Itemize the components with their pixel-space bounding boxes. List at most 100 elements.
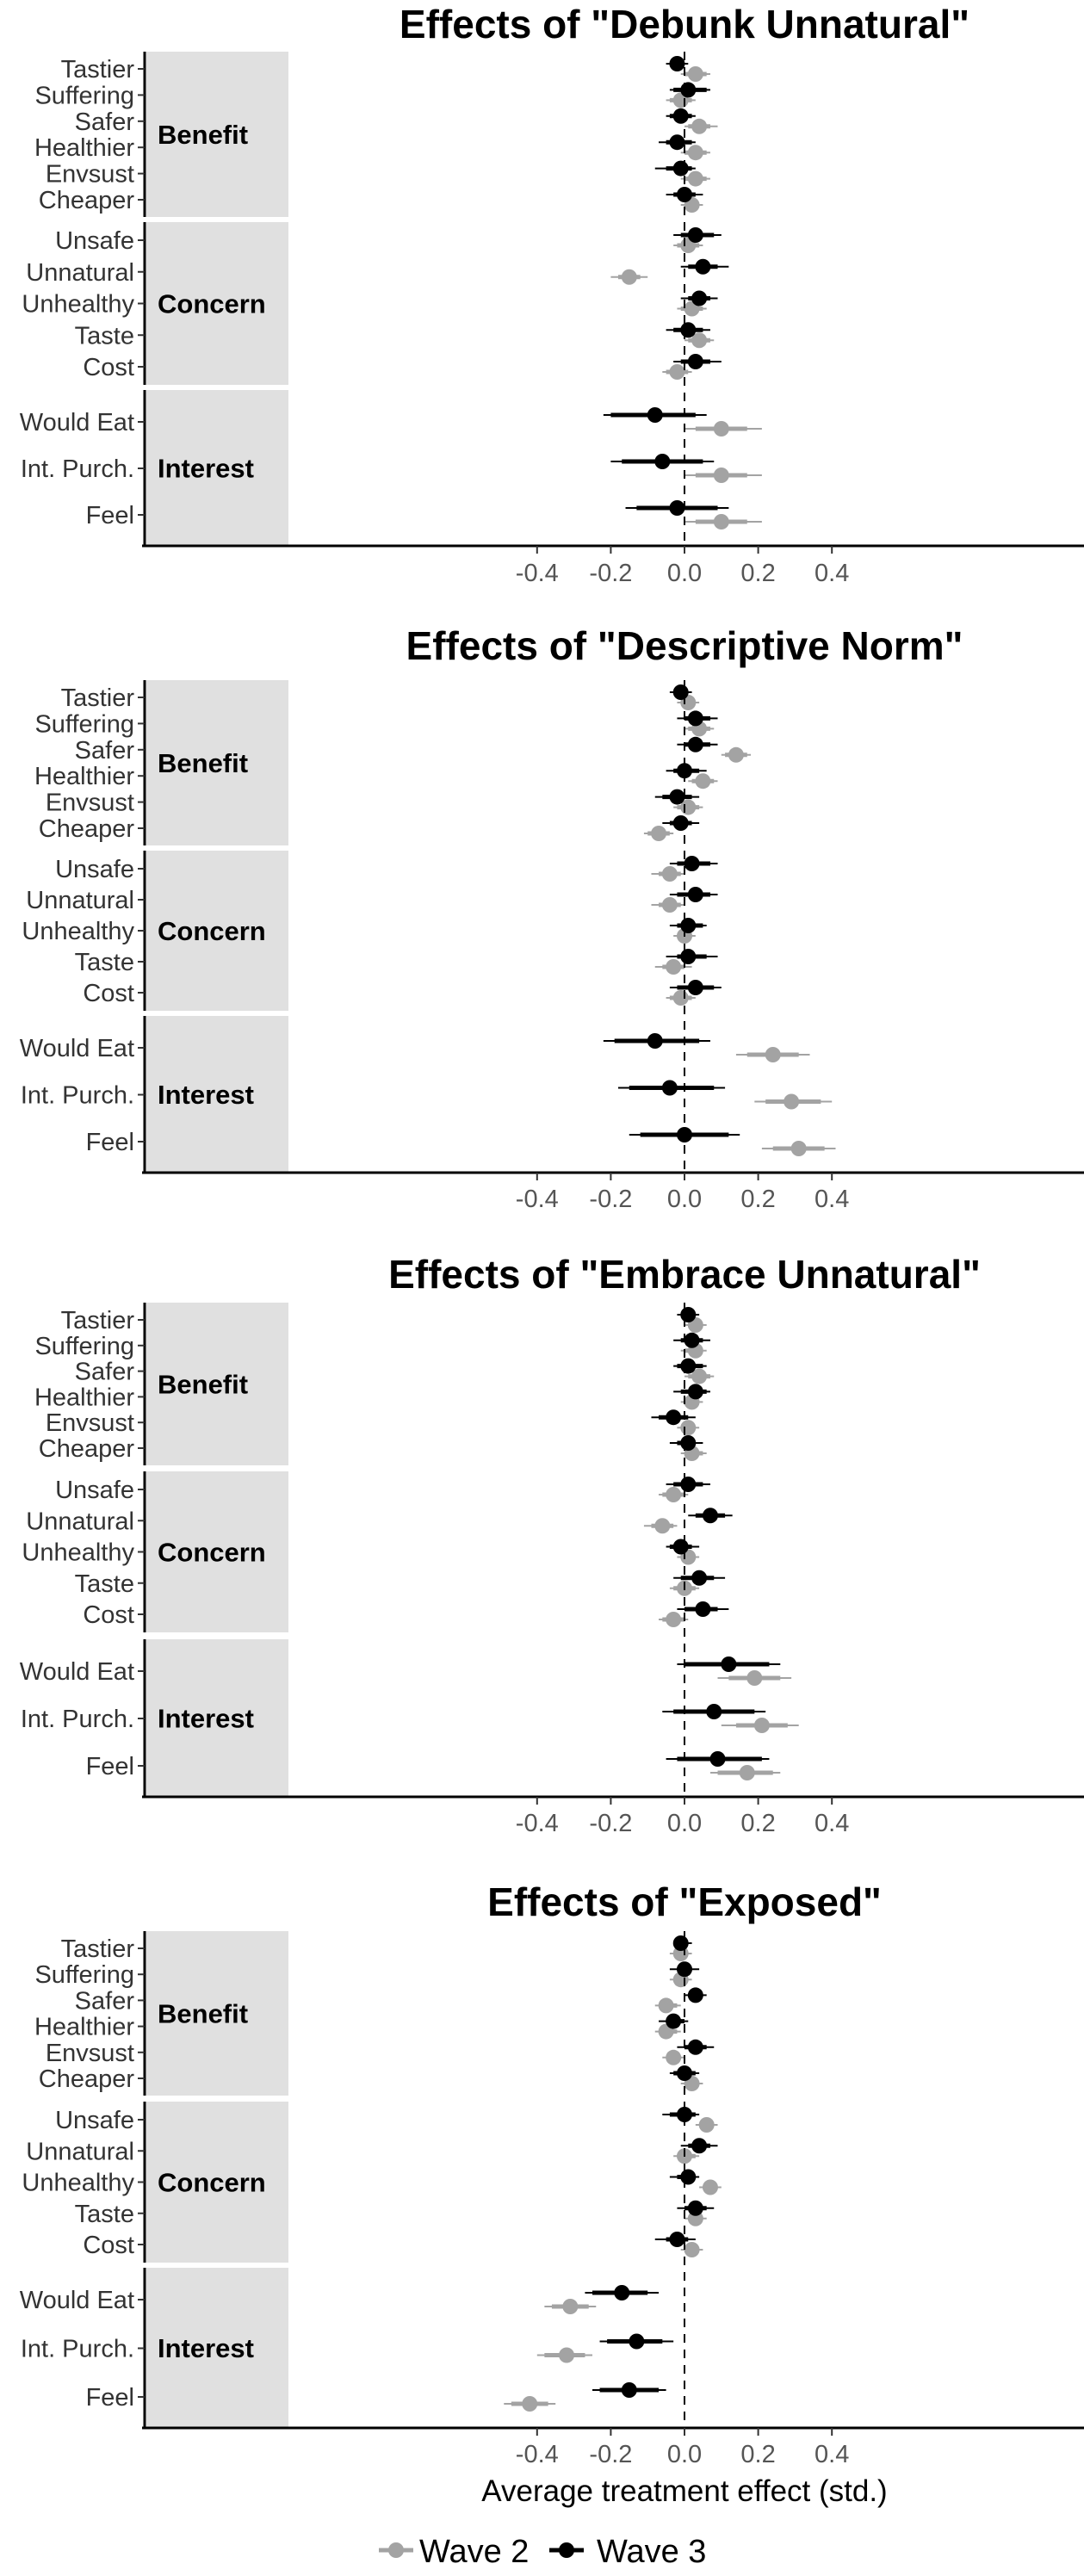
y-tick-label: Suffering [34,710,134,738]
group-benefit: Benefit TastierSufferingSaferHealthierEnv… [34,1303,715,1465]
wave3-point [695,258,711,275]
wave3-estimate [592,2382,666,2398]
forest-panel: Effects of "Exposed" Benefit TastierSuffer… [20,1879,1084,2508]
y-tick-label: Feel [86,502,134,529]
y-tick-label: Cost [83,354,134,381]
wave3-estimate [669,918,707,933]
y-tick-label: Envsust [46,2040,134,2067]
legend-key-point [388,2542,404,2558]
panel-title: Effects of "Exposed" [487,1879,882,1924]
y-tick-label: Suffering [34,1961,134,1989]
wave2-point [687,170,703,187]
y-tick-label: Tastier [61,684,135,712]
group-strip [146,1016,288,1173]
x-tick-label: 0.0 [667,560,702,587]
wave3-estimate [662,815,700,831]
y-tick-label: Int. Purch. [21,1082,134,1110]
wave3-point [672,815,689,831]
wave3-point [654,454,671,469]
wave3-estimate [669,1435,703,1451]
wave3-estimate [666,108,696,124]
group-interest: Interest Would Eat Int. Purch. Feel [20,1639,799,1797]
wave2-estimate [754,1093,833,1110]
wave2-point [661,866,678,882]
wave3-estimate [659,134,696,151]
wave3-point [721,1656,737,1672]
wave3-estimate [677,2039,715,2055]
wave3-point [691,1570,708,1586]
wave2-point [621,269,637,285]
wave2-point [728,746,744,763]
x-tick-label: 0.2 [740,2441,775,2468]
y-tick-label: Unnatural [26,259,134,287]
forest-panel: Effects of "Descriptive Norm" Benefit Tast… [20,623,1084,1213]
group-strip [146,851,288,1011]
wave2-estimate [684,468,762,483]
wave2-estimate [721,1718,799,1733]
y-tick-label: Cheaper [39,2065,135,2093]
group-strip [146,1639,288,1797]
wave3-estimate [603,407,707,423]
wave3-point [680,1435,697,1451]
wave2-estimate [717,1670,792,1686]
wave2-point [790,1141,807,1156]
wave2-point [666,1612,682,1627]
wave2-estimate [721,746,752,763]
wave2-point [666,2049,682,2065]
group-benefit: Benefit TastierSufferingSaferHealthierEnv… [34,1931,715,2096]
wave3-point [680,1358,697,1374]
group-label: Concern [158,2168,266,2198]
group-benefit: Benefit TastierSufferingSaferHealthierEnv… [34,680,752,845]
wave2-estimate [709,1765,781,1780]
x-tick-label: -0.4 [516,560,559,587]
wave3-point [666,2013,682,2029]
group-label: Benefit [158,120,248,150]
legend: Wave 2 Wave 3 [379,2534,706,2570]
wave3-estimate [585,2285,660,2300]
group-strip [146,2268,288,2428]
y-tick-label: Feel [86,1753,134,1780]
wave2-estimate [684,118,718,134]
wave2-estimate [684,421,762,437]
group-strip [146,1931,288,2096]
x-tick-label: -0.2 [589,2441,632,2468]
wave3-estimate [654,789,700,805]
wave3-point [680,1477,697,1492]
wave3-point [687,2039,703,2055]
wave3-point [614,2285,630,2300]
wave3-point [672,160,689,176]
y-tick-label: Safer [75,1987,135,2015]
wave3-point [669,2232,685,2247]
wave2-estimate [699,2179,722,2195]
wave3-estimate [654,2232,696,2247]
wave2-point [739,1765,755,1780]
group-interest: Interest Would Eat Int. Purch. Feel [20,1016,836,1173]
y-tick-label: Unnatural [26,1508,134,1535]
x-tick-label: 0.4 [815,560,849,587]
wave3-point [680,2169,697,2185]
wave2-estimate [504,2396,556,2412]
wave3-point [687,1384,703,1400]
wave2-estimate [677,1420,700,1436]
wave3-point [680,918,697,933]
wave2-point [666,1487,682,1502]
wave3-estimate [677,1601,729,1617]
legend-item-wave2: Wave 2 [379,2534,529,2570]
y-tick-label: Tastier [61,1935,135,1963]
y-tick-label: Unhealthy [22,2170,134,2197]
wave2-point [669,364,685,380]
wave3-estimate [666,1751,770,1767]
wave2-point [658,1997,674,2014]
wave3-estimate [684,1987,707,2003]
wave3-point [709,1751,726,1767]
y-tick-label: Tastier [61,1307,135,1334]
y-tick-label: Healthier [34,2014,134,2041]
group-concern: Concern Unsafe Unnatural Unhealthy Taste Cost [22,2102,722,2263]
wave3-estimate [599,2333,674,2350]
wave3-point [629,2333,645,2350]
x-tick-label: -0.2 [589,1810,632,1837]
wave2-point [672,990,689,1006]
group-strip [146,1471,288,1632]
group-label: Concern [158,916,266,946]
x-tick-label: -0.4 [516,1810,559,1837]
